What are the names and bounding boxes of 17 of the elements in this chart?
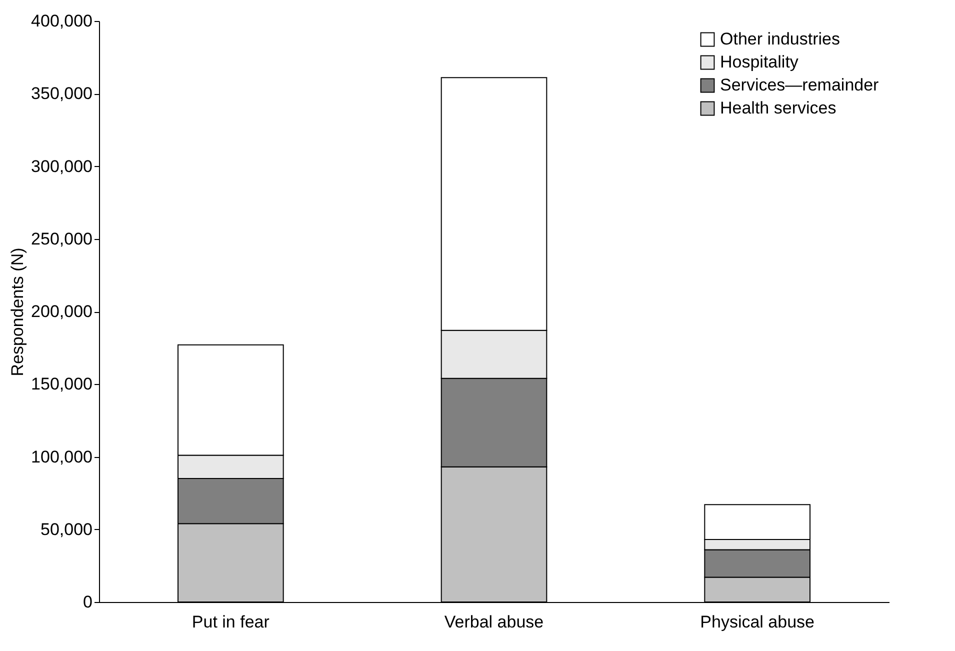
legend-label: Services—remainder — [720, 76, 880, 94]
y-tick-label: 350,000 — [31, 84, 92, 104]
y-tick-label: 0 — [83, 592, 92, 612]
y-tick-label: 150,000 — [31, 374, 92, 394]
y-tick-label: 250,000 — [31, 229, 92, 248]
y-axis-title: Respondents (N) — [8, 248, 28, 376]
y-tick-label: 300,000 — [31, 156, 92, 176]
legend-label: Health services — [720, 98, 836, 118]
legend-label: Hospitality — [720, 52, 799, 72]
x-tick-label: Verbal abuse — [444, 612, 544, 632]
x-tick-label: Put in fear — [192, 612, 270, 632]
x-tick-label: Physical abuse — [700, 612, 815, 632]
y-tick-label: 50,000 — [40, 520, 92, 539]
y-tick-label: 200,000 — [31, 302, 92, 321]
y-tick-label: 400,000 — [31, 12, 92, 30]
y-tick-label: 100,000 — [31, 447, 92, 466]
legend-label: Other industries — [720, 30, 840, 48]
